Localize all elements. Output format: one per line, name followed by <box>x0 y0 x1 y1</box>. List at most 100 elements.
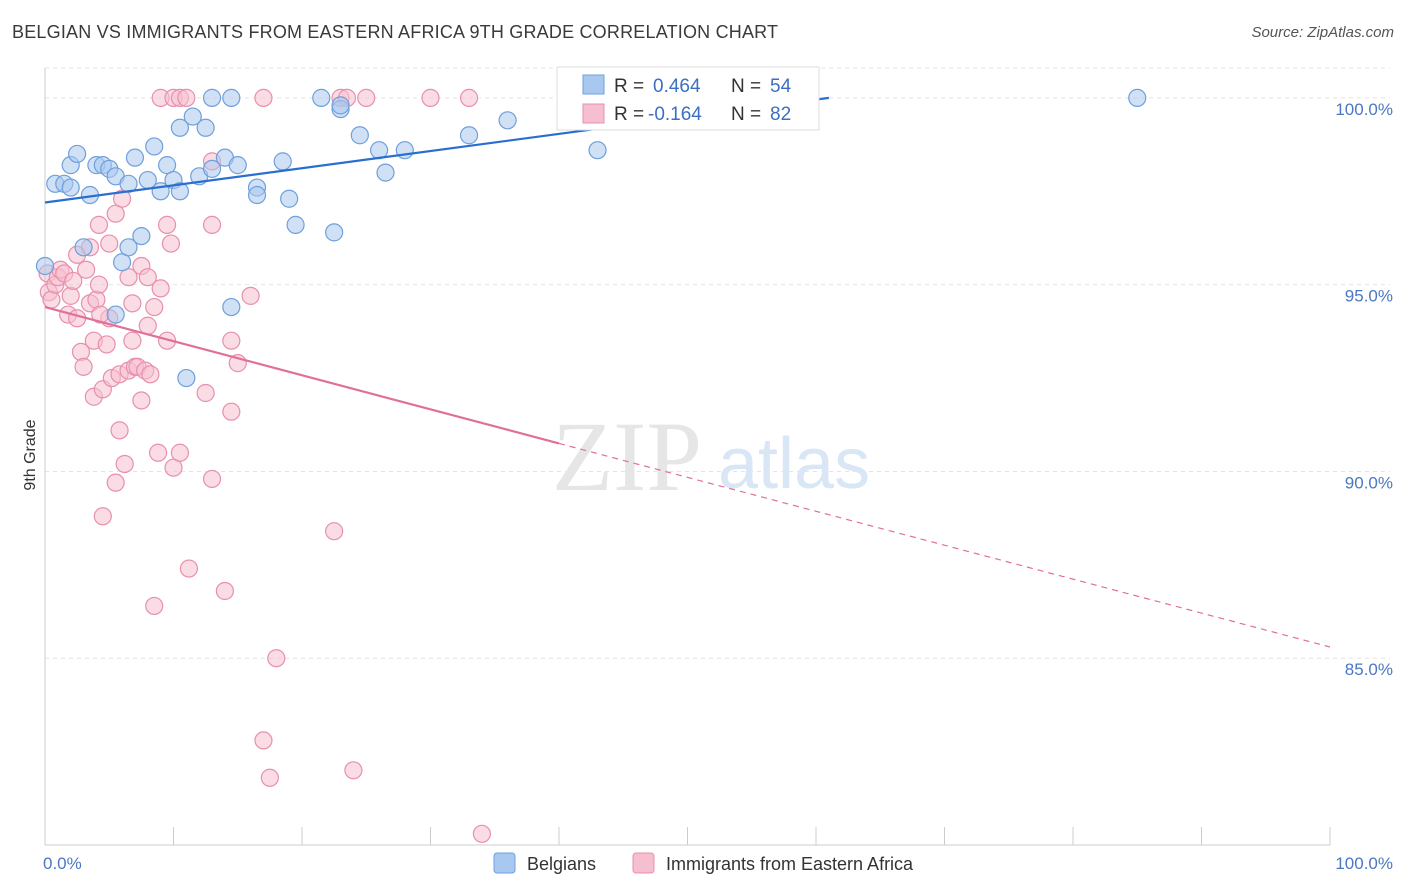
point-immigrants <box>145 297 164 317</box>
point-belgians <box>35 256 55 276</box>
bottom-legend-label-belgians: Belgians <box>527 854 596 874</box>
legend-swatch-immigrants <box>582 103 605 124</box>
legend-n-value-belgians: 54 <box>770 76 792 97</box>
watermark-atlas: atlas <box>718 424 870 504</box>
point-immigrants <box>89 275 109 294</box>
point-belgians <box>202 159 222 178</box>
point-belgians <box>376 163 395 182</box>
x-tick-labels: 0.0% 100.0% <box>43 854 1393 873</box>
point-immigrants <box>170 443 190 462</box>
point-immigrants <box>141 365 160 384</box>
chart-title: BELGIAN VS IMMIGRANTS FROM EASTERN AFRIC… <box>12 22 779 42</box>
legend-r-value-immigrants: -0.164 <box>648 104 702 125</box>
point-immigrants <box>357 88 376 107</box>
point-belgians <box>170 182 190 201</box>
point-immigrants <box>145 596 164 616</box>
point-belgians <box>286 215 305 234</box>
watermark: ZIP atlas <box>552 401 870 512</box>
point-belgians <box>119 238 138 257</box>
point-belgians <box>1128 88 1147 107</box>
point-belgians <box>247 185 267 205</box>
series-immigrants-points <box>38 88 491 843</box>
y-tick-label: 90.0% <box>1345 473 1393 492</box>
trend-lines <box>44 96 1331 648</box>
point-belgians <box>177 368 196 388</box>
bottom-legend-label-immigrants: Immigrants from Eastern Africa <box>666 854 914 874</box>
point-immigrants <box>89 215 109 234</box>
point-immigrants <box>157 215 177 234</box>
point-immigrants <box>179 559 199 578</box>
point-immigrants <box>64 271 83 291</box>
y-tick-label: 95.0% <box>1345 287 1393 306</box>
point-immigrants <box>115 454 134 474</box>
y-tick-label: 85.0% <box>1345 660 1393 679</box>
point-immigrants <box>267 649 286 668</box>
y-tick-label: 100.0% <box>1335 100 1393 119</box>
point-immigrants <box>344 761 363 780</box>
point-belgians <box>350 126 369 145</box>
point-immigrants <box>93 507 112 526</box>
point-immigrants <box>74 357 93 376</box>
point-belgians <box>106 305 125 324</box>
point-belgians <box>498 111 517 130</box>
point-belgians <box>588 141 607 160</box>
point-immigrants <box>110 421 129 440</box>
point-immigrants <box>138 268 157 287</box>
point-immigrants <box>123 294 142 313</box>
source-credit: Source: ZipAtlas.com <box>1251 24 1394 41</box>
point-immigrants <box>254 731 273 750</box>
point-immigrants <box>151 279 170 298</box>
point-immigrants <box>148 443 168 462</box>
point-belgians <box>68 144 87 164</box>
point-belgians <box>145 137 164 156</box>
point-immigrants <box>254 88 273 107</box>
point-immigrants <box>222 402 241 421</box>
point-belgians <box>132 227 151 246</box>
point-immigrants <box>132 391 151 410</box>
point-immigrants <box>123 331 142 350</box>
point-immigrants <box>87 290 106 309</box>
x-tick-label-max: 100.0% <box>1335 854 1393 873</box>
point-immigrants <box>42 290 61 309</box>
point-immigrants <box>459 88 479 107</box>
point-immigrants <box>241 286 260 305</box>
y-axis-title: 9th Grade <box>22 419 39 490</box>
point-belgians <box>325 223 344 242</box>
point-belgians <box>222 88 241 107</box>
point-belgians <box>273 152 292 171</box>
legend-n-label-1: N = <box>731 76 761 97</box>
point-belgians <box>280 189 299 208</box>
point-immigrants <box>421 88 440 107</box>
series-belgians-points <box>35 88 1147 388</box>
point-immigrants <box>472 824 491 843</box>
trend-line-solid <box>44 306 560 445</box>
legend-n-value-immigrants: 82 <box>770 104 791 125</box>
point-immigrants <box>106 473 125 492</box>
legend-r-label-1: R = <box>614 76 644 97</box>
legend-r-label-2: R = <box>614 104 644 125</box>
point-immigrants <box>260 768 279 787</box>
point-belgians <box>170 118 190 137</box>
point-immigrants <box>77 260 96 279</box>
point-immigrants <box>222 331 241 350</box>
point-immigrants <box>177 88 196 107</box>
point-immigrants <box>196 383 215 403</box>
point-immigrants <box>202 469 222 489</box>
point-belgians <box>196 118 215 137</box>
trend-line-dashed <box>558 442 1331 648</box>
axes <box>44 68 1331 846</box>
point-belgians <box>222 297 241 317</box>
watermark-zip: ZIP <box>552 401 702 512</box>
legend-r-value-belgians: 0.464 <box>653 76 701 97</box>
series-legend: Belgians Immigrants from Eastern Africa <box>493 852 914 874</box>
bottom-legend-swatch-belgians <box>493 852 516 874</box>
x-tick-label-min: 0.0% <box>43 854 82 873</box>
point-immigrants <box>202 215 222 234</box>
bottom-legend-swatch-immigrants <box>632 852 655 874</box>
point-belgians <box>183 107 202 126</box>
point-immigrants <box>97 335 116 354</box>
point-belgians <box>125 148 145 167</box>
correlation-legend: R = 0.464 N = 54 R = -0.164 N = 82 <box>556 66 820 131</box>
point-immigrants <box>215 581 234 601</box>
